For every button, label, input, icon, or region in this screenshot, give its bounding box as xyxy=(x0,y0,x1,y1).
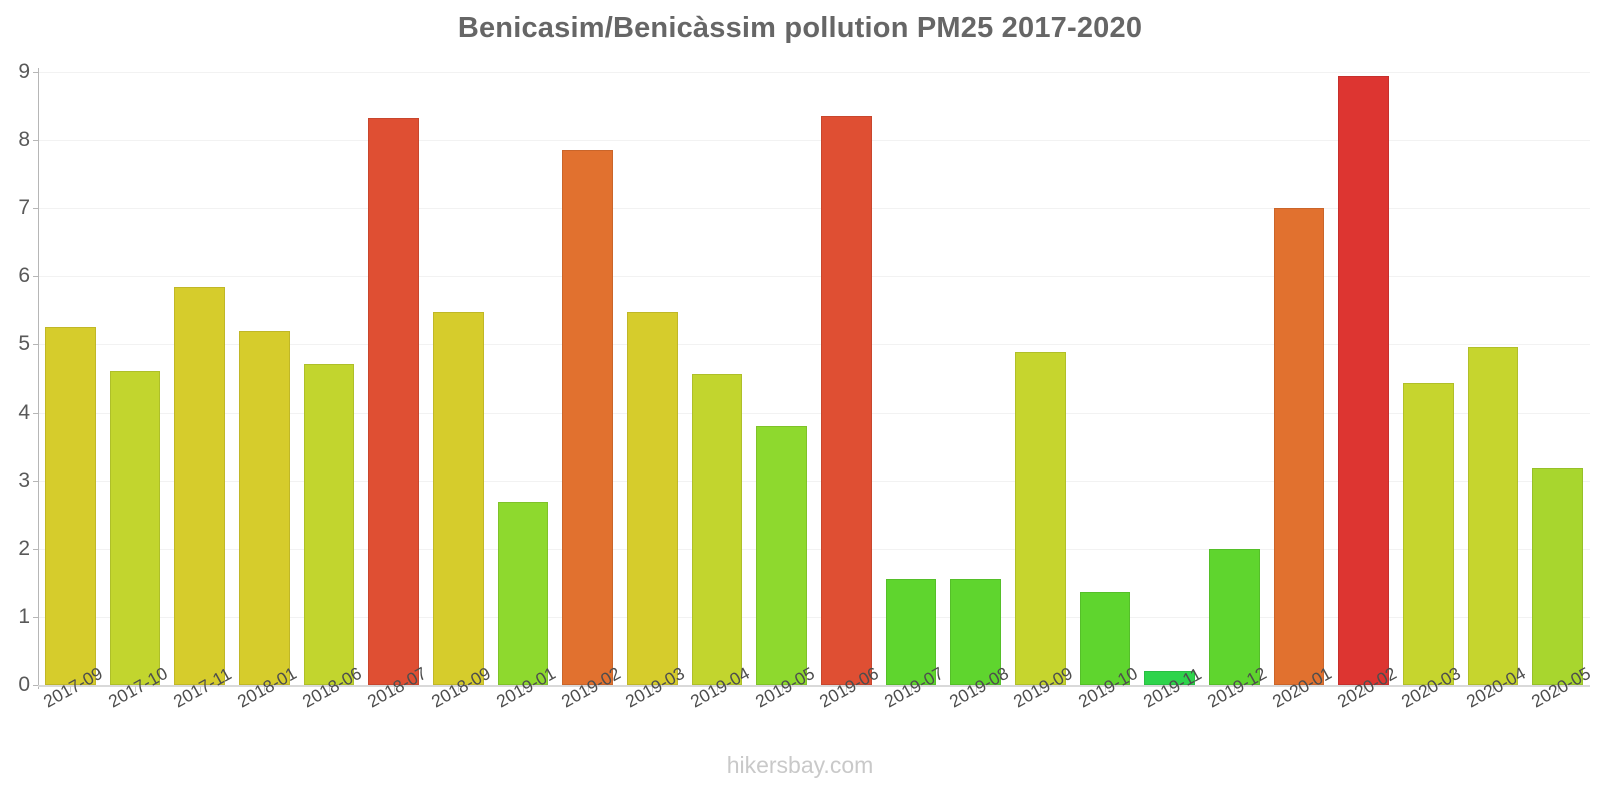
y-axis-tick-label: 1 xyxy=(18,604,30,628)
y-axis-tick-mark xyxy=(33,208,39,210)
gridline xyxy=(38,548,1590,550)
bar xyxy=(1532,468,1583,685)
x-axis-tick-mark xyxy=(523,686,524,692)
footer-credit: hikersbay.com xyxy=(726,752,874,778)
x-axis-tick-mark xyxy=(1493,686,1494,692)
y-axis-tick-label: 0 xyxy=(18,673,30,696)
y-axis-tick-label: 9 xyxy=(18,60,30,83)
gridline xyxy=(38,616,1590,618)
bar xyxy=(45,327,96,685)
bar xyxy=(1338,76,1389,685)
bar xyxy=(691,374,743,685)
x-axis-tick-mark xyxy=(393,686,395,692)
x-axis-tick-mark xyxy=(975,686,977,692)
bar xyxy=(109,371,161,685)
bar xyxy=(1015,351,1066,685)
gridline xyxy=(38,208,1590,210)
y-axis-tick-mark xyxy=(33,548,39,550)
y-axis-tick-mark xyxy=(33,344,39,346)
bar xyxy=(303,363,355,685)
bar xyxy=(1144,671,1195,685)
x-axis-tick-mark xyxy=(1040,686,1042,692)
gridline xyxy=(38,480,1590,482)
x-axis-tick-mark xyxy=(717,686,718,692)
x-axis-tick-mark xyxy=(1428,686,1430,692)
x-axis-tick-mark xyxy=(846,686,848,692)
bar xyxy=(1273,208,1325,685)
bar xyxy=(497,502,549,685)
bar xyxy=(627,312,678,685)
gridline xyxy=(38,344,1590,346)
x-axis-tick-mark xyxy=(1169,686,1171,692)
x-axis-tick-mark xyxy=(587,686,589,692)
gridline xyxy=(38,276,1590,278)
bar xyxy=(1467,346,1519,685)
y-axis-tick-mark xyxy=(33,276,39,278)
chart-title: Benicasim/Benicàssim pollution PM25 2017… xyxy=(457,12,1143,44)
x-axis-tick-mark xyxy=(911,686,912,692)
bar xyxy=(950,578,1001,685)
bar xyxy=(756,426,807,685)
y-axis-tick-mark xyxy=(33,72,39,73)
y-axis-tick-mark xyxy=(33,685,39,686)
x-axis-tick-mark xyxy=(70,686,72,692)
y-axis-tick-label: 2 xyxy=(18,536,30,560)
y-axis-tick-mark xyxy=(33,616,39,618)
bar xyxy=(1209,548,1260,685)
x-axis-tick-mark xyxy=(458,686,460,692)
y-axis-tick-label: 5 xyxy=(18,332,30,356)
bar xyxy=(368,117,419,685)
y-axis-line xyxy=(38,68,39,689)
y-axis-tick-mark xyxy=(33,412,39,414)
x-axis-tick-mark xyxy=(329,686,330,692)
x-axis-tick-mark xyxy=(1557,686,1559,692)
x-axis-tick-mark xyxy=(264,686,266,692)
x-axis-tick-mark xyxy=(1105,686,1106,692)
y-axis-tick-mark xyxy=(33,480,39,482)
y-axis-tick-label: 4 xyxy=(18,400,30,424)
y-axis-tick-label: 7 xyxy=(18,196,30,220)
bar xyxy=(885,579,937,685)
bar xyxy=(239,330,290,685)
bar xyxy=(562,150,613,685)
bar xyxy=(821,116,872,685)
y-axis-tick-label: 8 xyxy=(18,128,30,152)
y-axis-tick-label: 6 xyxy=(18,264,30,288)
gridline xyxy=(38,72,1590,73)
y-axis-tick-label: 3 xyxy=(18,468,30,492)
x-axis-tick-mark xyxy=(652,686,654,692)
bars-layer xyxy=(38,0,1590,800)
x-axis-tick-mark xyxy=(1234,686,1236,692)
gridline xyxy=(38,140,1590,142)
y-axis-tick-mark xyxy=(33,140,39,142)
x-axis-tick-mark xyxy=(781,686,783,692)
x-axis-tick-mark xyxy=(1363,686,1365,692)
bar xyxy=(1403,382,1454,685)
x-axis-line xyxy=(38,685,1590,687)
x-axis-tick-mark xyxy=(135,686,136,692)
gridline xyxy=(38,412,1590,414)
x-axis-tick-mark xyxy=(1299,686,1300,692)
bar xyxy=(174,286,225,685)
bar xyxy=(1079,592,1131,685)
bar xyxy=(433,311,484,685)
x-axis-tick-mark xyxy=(199,686,201,692)
